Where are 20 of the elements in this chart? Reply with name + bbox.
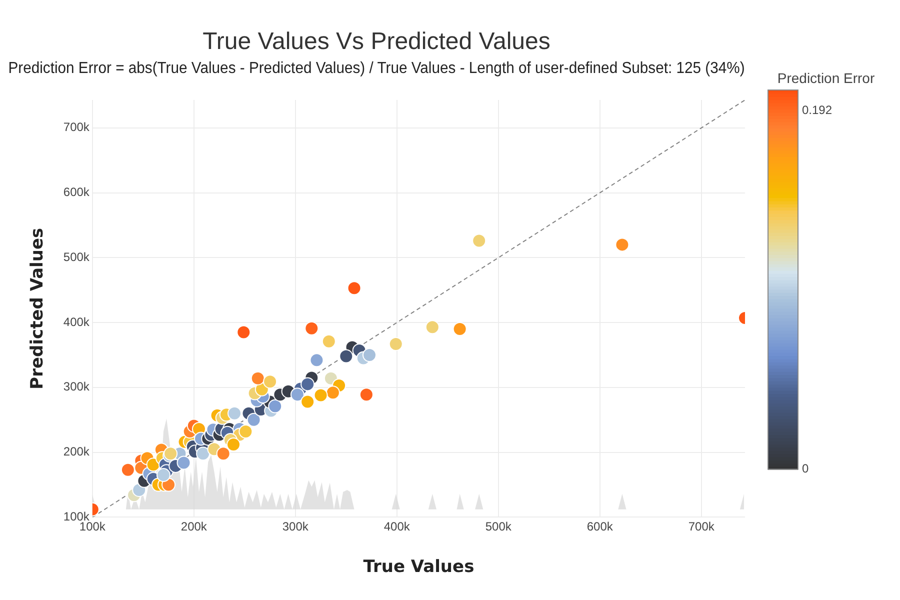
x-axis-title: True Values (363, 557, 474, 578)
x-tick-label: 500k (485, 520, 512, 534)
color-bar-title: Prediction Error (777, 70, 875, 86)
y-tick-label: 300k (63, 380, 90, 394)
y-tick-label: 200k (63, 444, 90, 459)
x-tick-label: 300k (282, 520, 310, 534)
color-bar-label: 0 (802, 462, 809, 476)
x-tick-label: 600k (586, 520, 614, 534)
color-bar-label: 0.192 (802, 102, 832, 117)
x-tick-label: 700k (688, 520, 716, 534)
y-tick-label: 400k (63, 314, 90, 329)
y-tick-label: 700k (63, 120, 90, 134)
chart-subtitle: Prediction Error = abs(True Values - Predicted Values) / True Values - Length of user-defined Subset: 125 (34%) (8, 59, 745, 77)
x-tick-label: 100k (79, 520, 106, 534)
y-axis-title: Predicted Values (28, 228, 48, 390)
x-tick-label: 200k (180, 520, 208, 534)
x-tick-label: 400k (384, 520, 411, 534)
chart-title: True Values Vs Predicted Values (202, 28, 550, 56)
y-tick-label: 500k (63, 250, 90, 264)
y-tick-label: 600k (63, 185, 90, 200)
